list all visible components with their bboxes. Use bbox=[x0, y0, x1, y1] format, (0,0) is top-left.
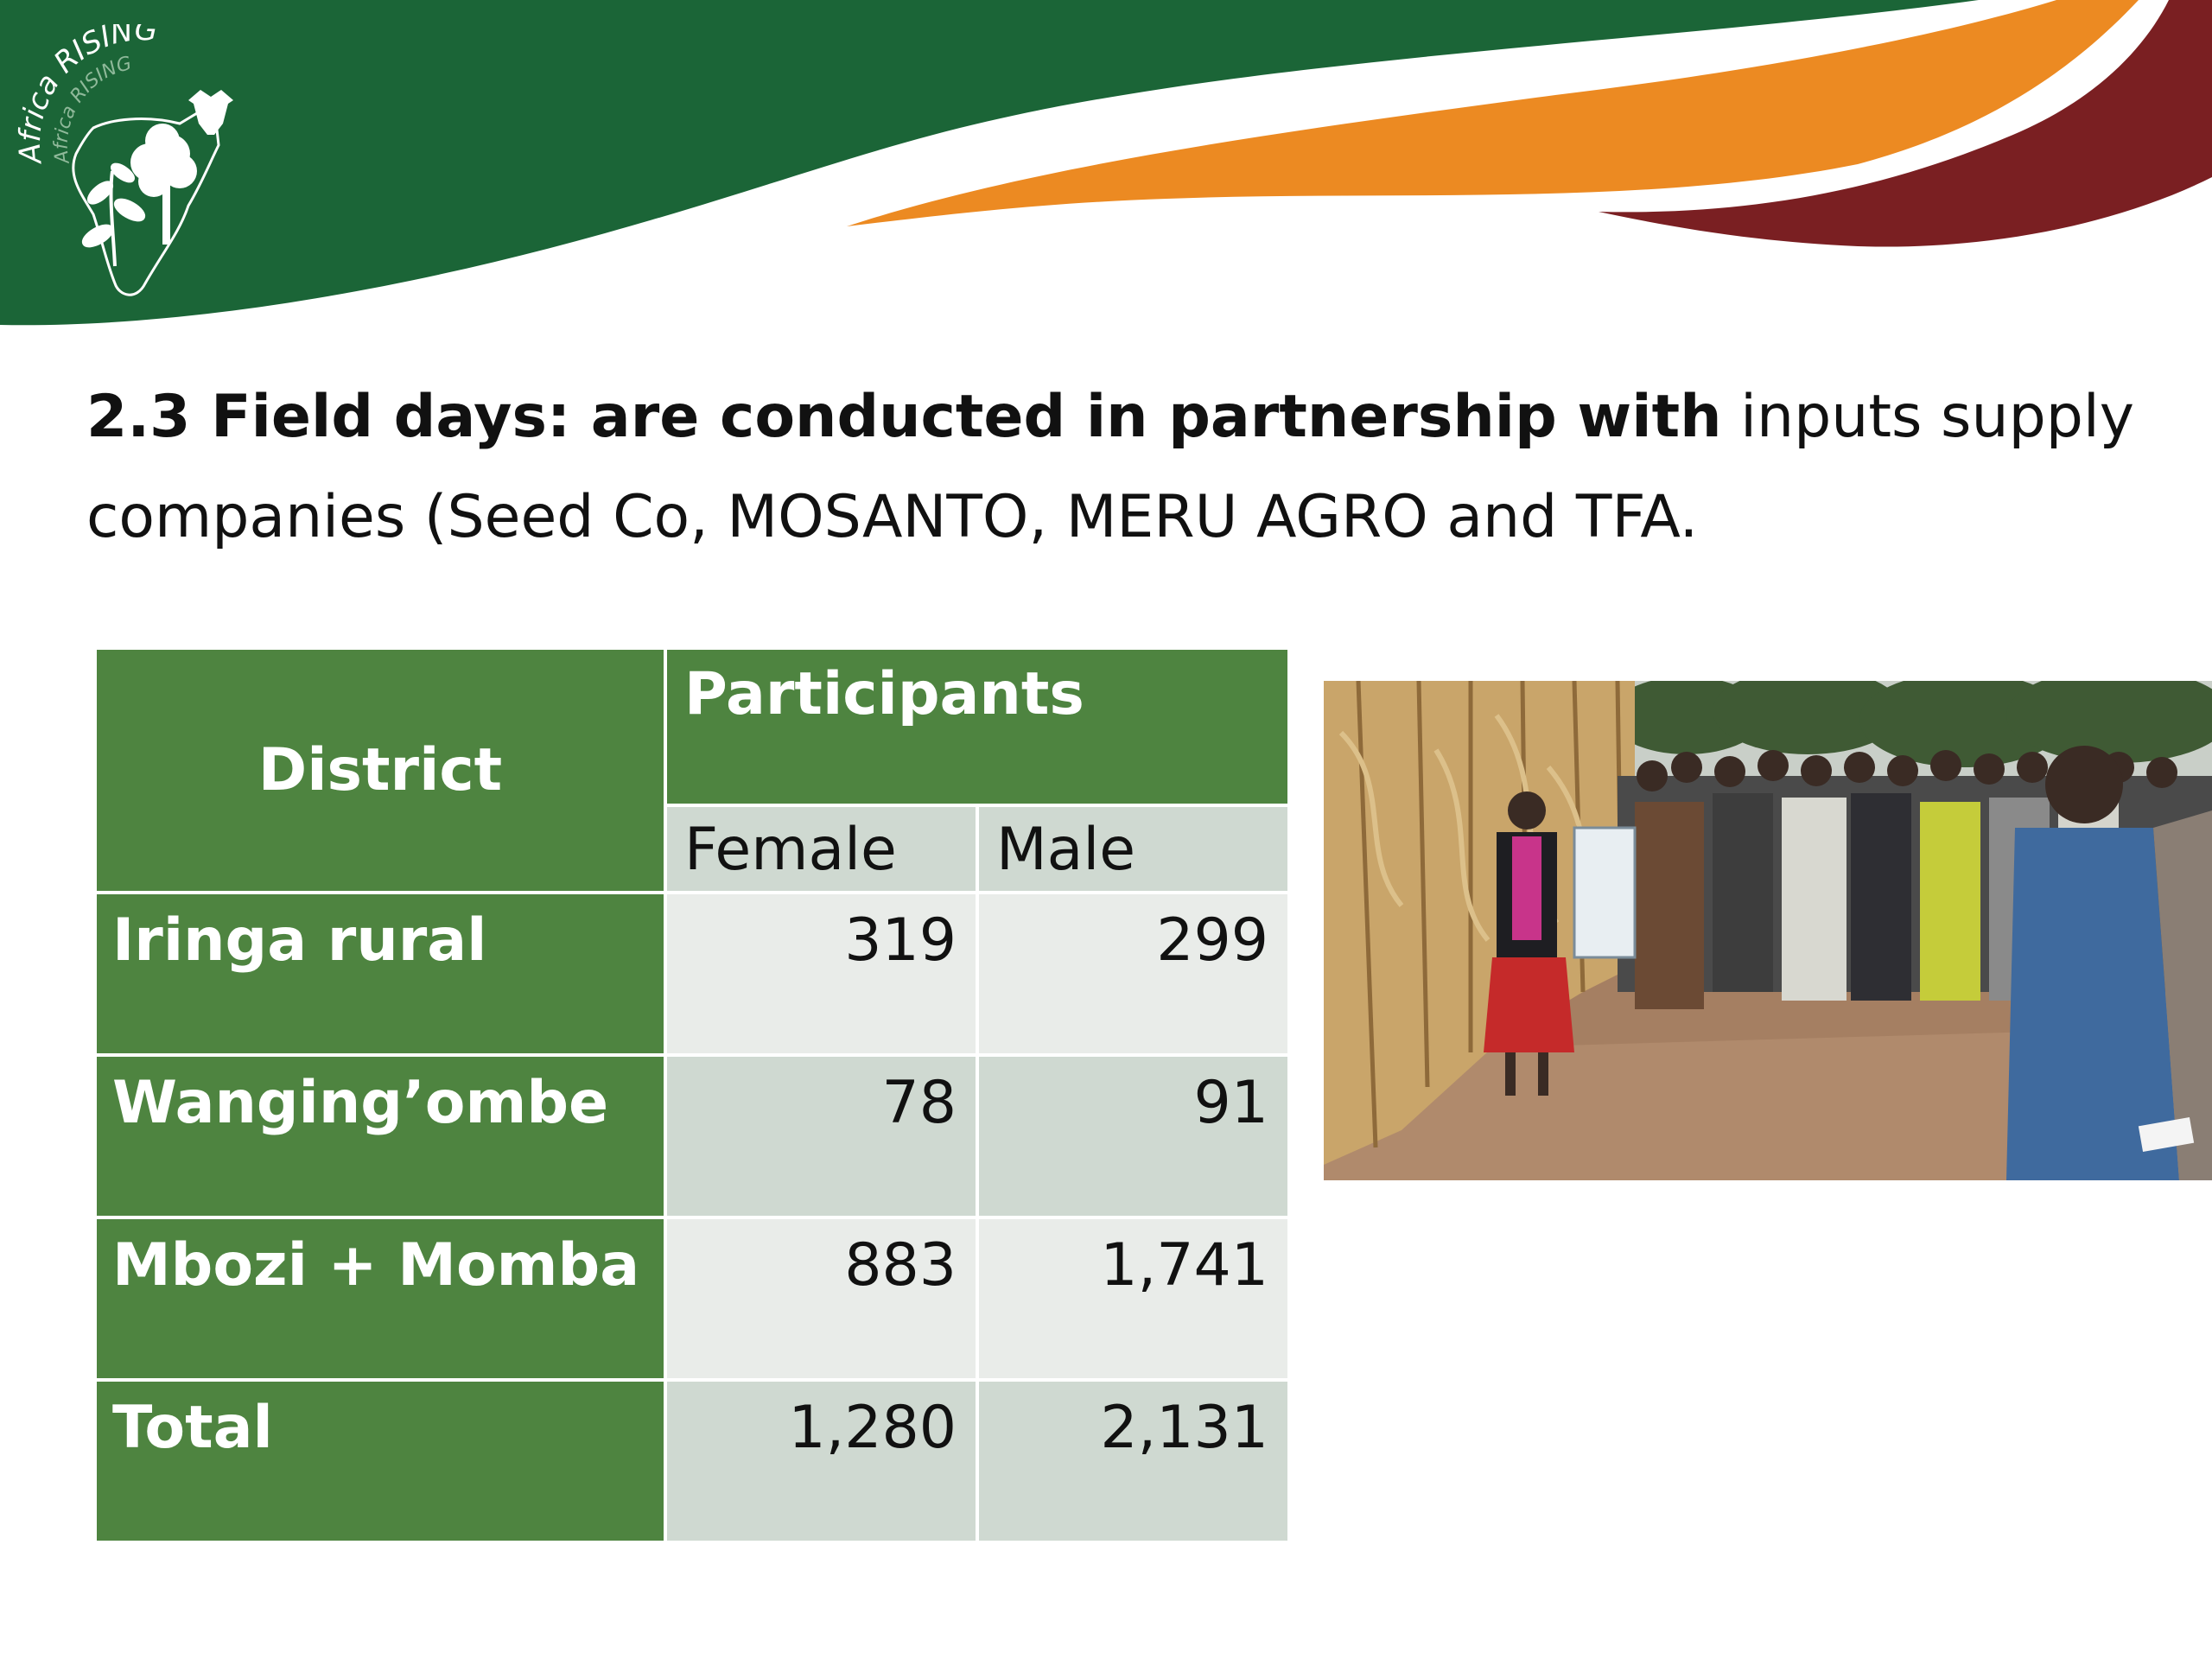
tree-icon bbox=[130, 124, 197, 245]
header-banner bbox=[0, 0, 2212, 326]
slide-heading: 2.3 Field days: are conducted in partner… bbox=[86, 367, 2143, 568]
banner-orange-swoosh bbox=[847, 0, 2139, 226]
district-cell: Wanging’ombe bbox=[97, 1057, 664, 1216]
female-header: Female bbox=[667, 807, 976, 891]
total-label-cell: Total bbox=[97, 1382, 664, 1541]
female-count-cell: 78 bbox=[667, 1057, 976, 1216]
photo-poster bbox=[1573, 826, 1637, 959]
table-row: Iringa rural 319 299 bbox=[97, 894, 1287, 1053]
male-total-cell: 2,131 bbox=[979, 1382, 1287, 1541]
heading-normal-text: inputs supply companies (Seed Co, MOSANT… bbox=[86, 383, 2135, 551]
male-count-cell: 1,741 bbox=[979, 1219, 1287, 1378]
photo-presenter bbox=[1484, 791, 1574, 1096]
female-total-cell: 1,280 bbox=[667, 1382, 976, 1541]
table-row: Mbozi + Momba 883 1,741 bbox=[97, 1219, 1287, 1378]
participants-header: Participants bbox=[667, 650, 1287, 804]
photo-foreground-man bbox=[2006, 746, 2212, 1180]
male-count-cell: 91 bbox=[979, 1057, 1287, 1216]
banner-maroon-swoosh bbox=[1599, 0, 2212, 247]
female-count-cell: 883 bbox=[667, 1219, 976, 1378]
cow-icon bbox=[188, 90, 233, 135]
field-day-photo bbox=[1324, 681, 2212, 1180]
heading-bold-text: 2.3 Field days: are conducted in partner… bbox=[86, 383, 1722, 451]
table-subheader-row: Female Male bbox=[97, 807, 1287, 891]
table-row: Wanging’ombe 78 91 bbox=[97, 1057, 1287, 1216]
participants-table: District Participants Female Male Iringa… bbox=[93, 646, 1291, 1544]
seedling-icon bbox=[81, 162, 146, 267]
male-header: Male bbox=[979, 807, 1287, 891]
africa-rising-logo: Africa RISING Africa RISING bbox=[16, 24, 233, 296]
table-header-row: District Participants bbox=[97, 650, 1287, 891]
photo-trees bbox=[1609, 681, 2212, 767]
district-cell: Mbozi + Momba bbox=[97, 1219, 664, 1378]
female-count-cell: 319 bbox=[667, 894, 976, 1053]
district-cell: Iringa rural bbox=[97, 894, 664, 1053]
district-header: District bbox=[97, 650, 664, 891]
table-row-total: Total 1,280 2,131 bbox=[97, 1382, 1287, 1541]
banner-green-swoosh bbox=[0, 0, 1979, 326]
male-count-cell: 299 bbox=[979, 894, 1287, 1053]
